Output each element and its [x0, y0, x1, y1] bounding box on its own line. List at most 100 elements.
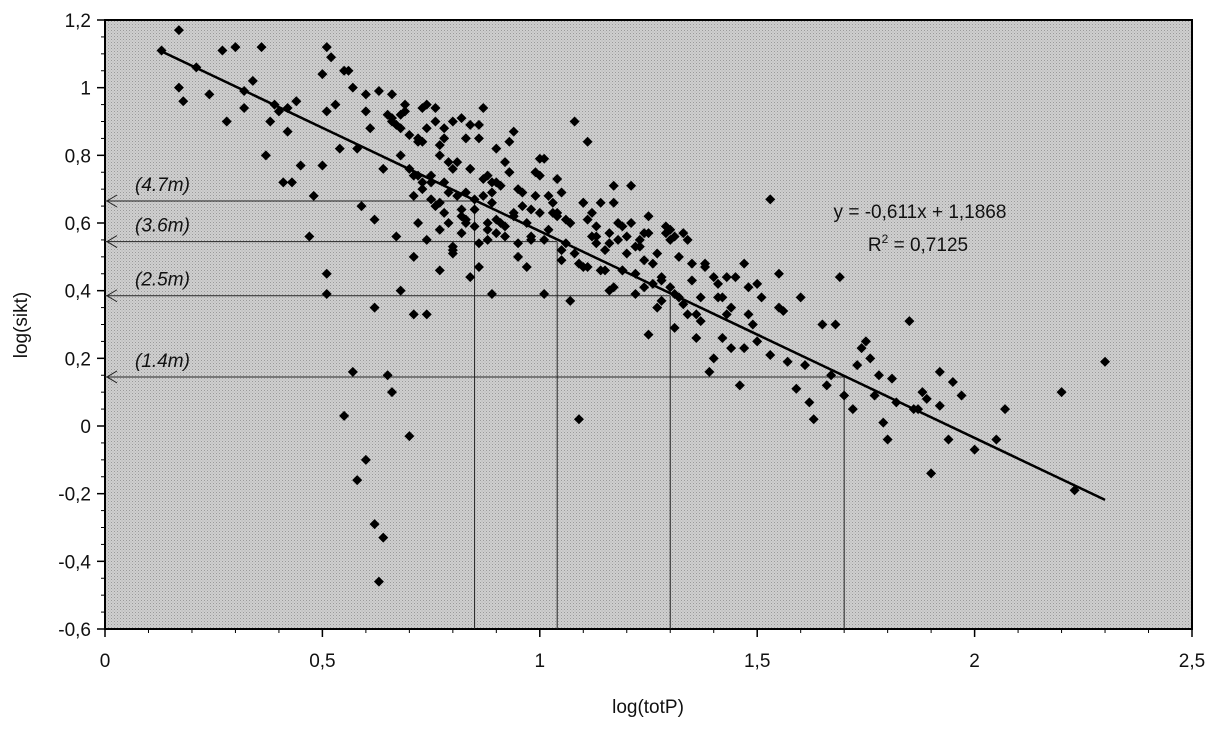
data-point: [417, 102, 428, 113]
data-point: [721, 309, 732, 320]
data-point: [865, 353, 876, 364]
data-point: [669, 231, 680, 242]
data-point: [852, 360, 863, 371]
data-point: [621, 248, 632, 259]
data-point: [782, 356, 793, 367]
data-point: [508, 207, 519, 218]
data-point: [652, 248, 663, 259]
trendline-equation: y = -0,611x + 1,1868: [834, 202, 1007, 223]
data-point: [652, 302, 663, 313]
data-point: [321, 268, 332, 279]
data-point: [600, 265, 611, 276]
data-point: [578, 261, 589, 272]
data-point: [604, 285, 615, 296]
y-axis-title: log(sikt): [11, 292, 32, 359]
data-point: [434, 140, 445, 151]
data-point: [556, 187, 567, 198]
data-point: [417, 177, 428, 188]
data-point: [673, 251, 684, 262]
data-point: [426, 194, 437, 205]
data-point: [439, 133, 450, 144]
data-point: [217, 45, 228, 56]
data-point: [434, 224, 445, 235]
data-point: [482, 224, 493, 235]
data-point: [413, 218, 424, 228]
data-point: [791, 383, 802, 394]
plot-area: [104, 19, 1193, 630]
data-point: [247, 75, 258, 86]
data-point: [860, 336, 871, 347]
data-point: [282, 126, 293, 137]
data-point: [1056, 387, 1067, 398]
data-point: [221, 116, 232, 127]
data-point: [434, 150, 445, 161]
y-tick-label: 0,8: [65, 146, 91, 167]
data-point: [556, 255, 567, 266]
data-point: [473, 261, 484, 272]
data-point: [465, 163, 476, 174]
x-tick-label: 1,5: [744, 651, 770, 672]
y-tick-label: 0,6: [65, 214, 91, 235]
data-point: [304, 231, 315, 242]
data-point: [591, 221, 602, 232]
data-point: [360, 454, 371, 465]
data-point: [695, 316, 706, 327]
data-point: [326, 52, 337, 63]
data-point: [552, 211, 563, 222]
y-tick-label: -0,6: [58, 620, 91, 641]
data-point: [934, 366, 945, 377]
data-point: [969, 444, 980, 455]
data-point: [643, 329, 654, 340]
data-point: [173, 25, 184, 36]
data-point: [904, 316, 915, 327]
data-point: [500, 231, 511, 242]
data-point: [460, 133, 471, 144]
data-point: [360, 106, 371, 117]
data-point: [578, 197, 589, 208]
data-point: [834, 272, 845, 283]
data-point: [800, 360, 811, 371]
data-point: [517, 187, 528, 198]
data-point: [378, 163, 389, 174]
data-point: [821, 380, 832, 391]
data-point: [260, 150, 271, 161]
data-point: [656, 295, 667, 306]
data-point: [608, 180, 619, 191]
data-point: [369, 302, 380, 313]
data-point: [956, 390, 967, 401]
data-point: [456, 113, 467, 124]
data-point: [434, 265, 445, 276]
x-tick-label: 0: [100, 651, 111, 672]
data-point: [739, 343, 750, 354]
data-point: [717, 292, 728, 303]
data-point: [556, 245, 567, 256]
data-point: [630, 241, 641, 252]
data-point: [721, 272, 732, 283]
y-tick-label: 0,2: [65, 349, 91, 370]
depth-label-0: (4.7m): [135, 175, 190, 196]
data-point: [400, 99, 411, 110]
data-point: [713, 278, 724, 289]
data-point: [726, 302, 737, 313]
data-point: [447, 116, 458, 127]
r-squared-label: R2 = 0,7125: [868, 232, 968, 256]
data-point: [517, 201, 528, 212]
data-point: [513, 238, 524, 249]
data-point: [526, 204, 537, 215]
data-point: [504, 167, 515, 178]
data-point: [447, 163, 458, 174]
data-point: [691, 309, 702, 320]
x-tick-label: 0,5: [309, 651, 335, 672]
data-point: [308, 190, 319, 201]
data-point: [682, 234, 693, 245]
data-point: [547, 197, 558, 208]
data-point: [373, 86, 384, 97]
data-point: [443, 157, 454, 168]
data-point: [739, 258, 750, 269]
data-point: [321, 42, 332, 53]
data-point: [486, 177, 497, 188]
data-point: [847, 404, 858, 415]
data-point: [747, 319, 758, 330]
data-point: [934, 400, 945, 411]
